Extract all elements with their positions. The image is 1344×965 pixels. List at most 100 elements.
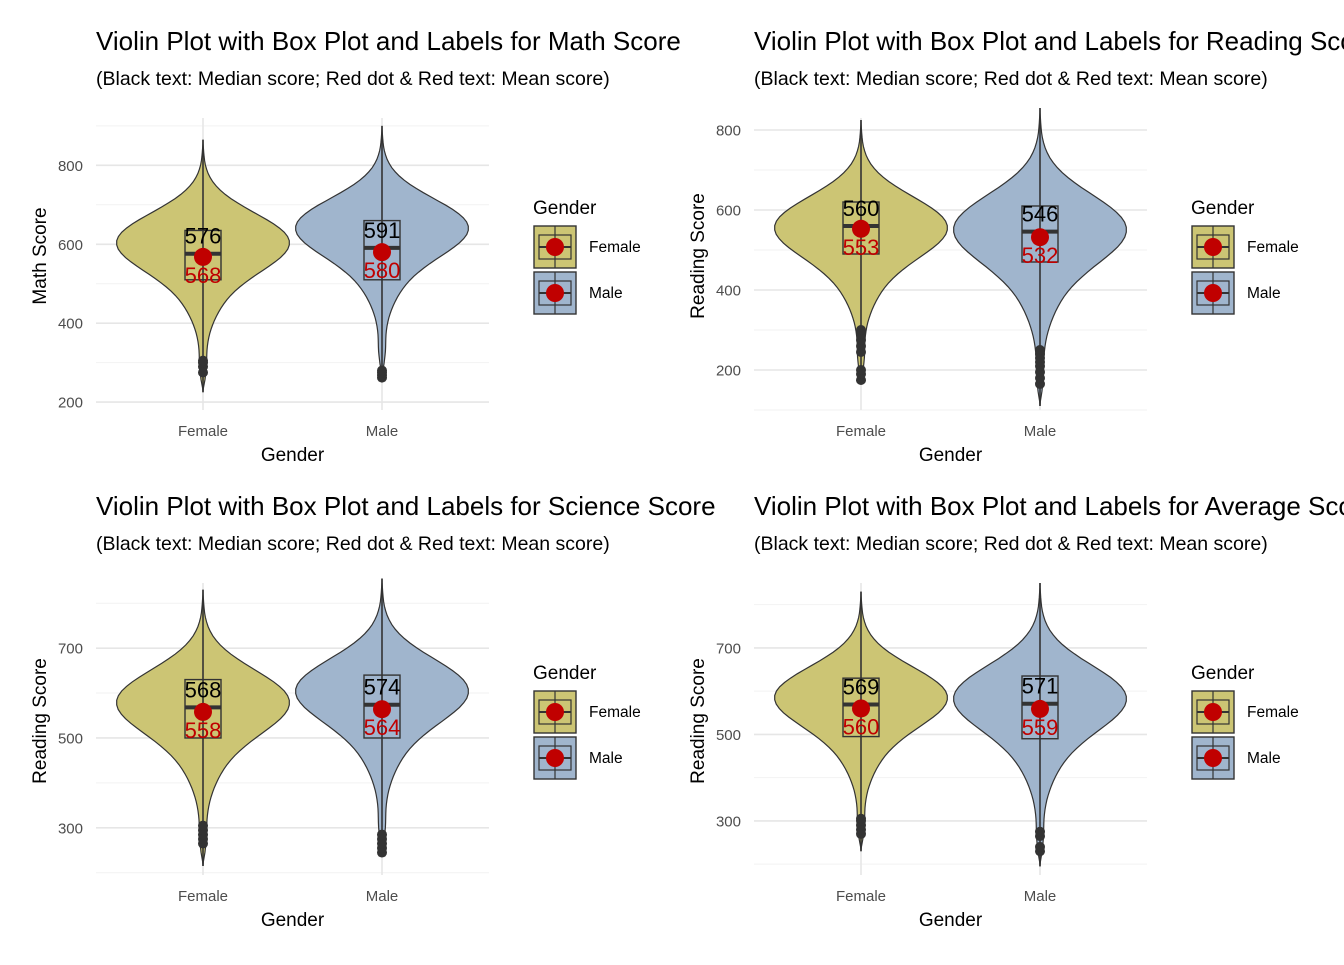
mean-label: 532 [1022, 243, 1059, 268]
x-tick-label: Female [836, 888, 886, 905]
y-axis-label: Reading Score [688, 193, 709, 319]
y-axis-label: Reading Score [688, 658, 709, 784]
median-label: 576 [185, 224, 222, 249]
median-label: 568 [185, 677, 222, 702]
legend-title: Gender [1191, 663, 1255, 684]
mean-point [373, 243, 391, 262]
y-tick-label: 800 [716, 123, 741, 140]
legend-key-mean [546, 703, 564, 721]
outlier-point [856, 365, 866, 375]
chart-title: Violin Plot with Box Plot and Labels for… [754, 26, 1344, 56]
outlier-point [1035, 345, 1045, 355]
legend-entry-male: Male [1191, 271, 1281, 315]
outlier-point [1035, 841, 1045, 852]
y-axis-label: Reading Score [30, 658, 51, 784]
x-tick-label: Male [366, 423, 399, 440]
y-tick-label: 800 [58, 158, 83, 175]
median-label: 574 [364, 675, 401, 700]
y-tick-label: 500 [716, 727, 741, 744]
y-tick-label: 600 [58, 237, 83, 254]
mean-point [1031, 228, 1049, 247]
legend-entry-male: Male [533, 736, 623, 780]
legend-label: Female [589, 239, 641, 256]
x-tick-label: Male [1024, 423, 1057, 440]
legend-key-mean [546, 238, 564, 256]
legend-key-mean [1204, 703, 1222, 721]
y-tick-label: 300 [58, 820, 83, 837]
outlier-point [856, 813, 866, 824]
box-iqr [1021, 205, 1059, 263]
y-tick-label: 700 [58, 641, 83, 658]
chart-subtitle: (Black text: Median score; Red dot & Red… [754, 533, 1268, 555]
mean-point [852, 699, 870, 718]
legend-label: Female [589, 704, 641, 721]
x-axis-label: Gender [261, 910, 325, 931]
legend-key-mean [1204, 238, 1222, 256]
legend-label: Female [1247, 239, 1299, 256]
legend-entry-male: Male [1191, 736, 1281, 780]
mean-label: 564 [364, 715, 401, 740]
legend-label: Male [1247, 750, 1281, 767]
x-tick-label: Female [836, 423, 886, 440]
x-tick-label: Male [366, 888, 399, 905]
y-axis-label: Math Score [30, 207, 51, 304]
mean-label: 559 [1022, 715, 1059, 740]
chart-panel-2: Violin Plot with Box Plot and Labels for… [688, 26, 1344, 466]
legend-label: Male [589, 285, 623, 302]
chart-subtitle: (Black text: Median score; Red dot & Red… [96, 68, 610, 90]
chart-subtitle: (Black text: Median score; Red dot & Red… [754, 68, 1268, 90]
chart-panel-3: Violin Plot with Box Plot and Labels for… [30, 491, 716, 931]
median-label: 546 [1022, 202, 1059, 227]
x-axis-label: Gender [261, 445, 325, 466]
x-axis-label: Gender [919, 910, 983, 931]
legend-title: Gender [533, 198, 597, 219]
y-tick-label: 300 [716, 813, 741, 830]
legend-entry-female: Female [1191, 690, 1299, 734]
legend-title: Gender [533, 663, 597, 684]
mean-point [852, 219, 870, 238]
chart-subtitle: (Black text: Median score; Red dot & Red… [96, 533, 610, 555]
outlier-point [856, 325, 866, 335]
x-tick-label: Male [1024, 888, 1057, 905]
outlier-point [198, 820, 208, 831]
box-iqr [842, 677, 880, 738]
legend-label: Male [589, 750, 623, 767]
y-tick-label: 400 [58, 316, 83, 333]
mean-point [194, 247, 212, 266]
box-iqr [363, 219, 401, 281]
y-tick-label: 200 [716, 363, 741, 380]
mean-point [194, 702, 212, 721]
y-tick-label: 500 [58, 730, 83, 747]
legend-label: Male [1247, 285, 1281, 302]
legend-key-mean [1204, 284, 1222, 302]
x-axis-label: Gender [919, 445, 983, 466]
mean-label: 568 [185, 263, 222, 288]
legend-key-mean [546, 284, 564, 302]
chart-title: Violin Plot with Box Plot and Labels for… [754, 491, 1344, 521]
median-label: 569 [843, 675, 880, 700]
legend-label: Female [1247, 704, 1299, 721]
mean-point [373, 700, 391, 719]
chart-panel-1: Violin Plot with Box Plot and Labels for… [30, 26, 681, 466]
x-tick-label: Female [178, 423, 228, 440]
legend-key-mean [1204, 749, 1222, 767]
mean-label: 560 [843, 714, 880, 739]
mean-point [1031, 699, 1049, 718]
legend-key-mean [546, 749, 564, 767]
outlier-point [198, 355, 208, 366]
outlier-point [1035, 826, 1045, 837]
median-label: 591 [364, 218, 401, 243]
median-label: 560 [843, 196, 880, 221]
outlier-point [377, 365, 387, 376]
chart-title: Violin Plot with Box Plot and Labels for… [96, 491, 716, 521]
legend-entry-female: Female [533, 690, 641, 734]
y-tick-label: 600 [716, 203, 741, 220]
legend-entry-male: Male [533, 271, 623, 315]
mean-label: 580 [364, 258, 401, 283]
legend-title: Gender [1191, 198, 1255, 219]
legend-entry-female: Female [1191, 225, 1299, 269]
median-label: 571 [1022, 674, 1059, 699]
box-iqr [1021, 675, 1059, 740]
